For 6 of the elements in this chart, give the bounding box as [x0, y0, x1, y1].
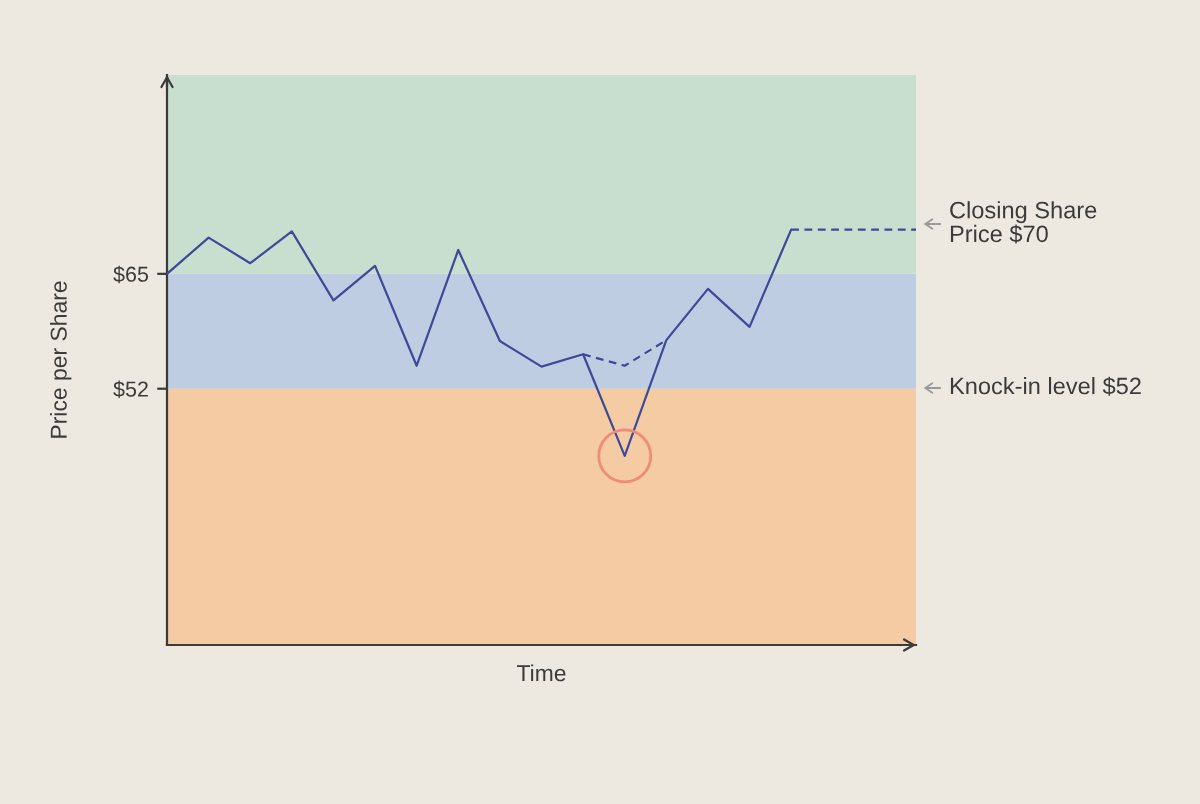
text: Closing Share Price $70: [950, 201, 1097, 244]
y-axis-title: Price per Share: [50, 281, 72, 438]
text: Knock-in level $52: [950, 376, 1141, 396]
x-axis-title: Time: [516, 664, 566, 682]
y-tick-label: $52: [113, 380, 148, 399]
y-tick-label: $65: [113, 265, 149, 284]
